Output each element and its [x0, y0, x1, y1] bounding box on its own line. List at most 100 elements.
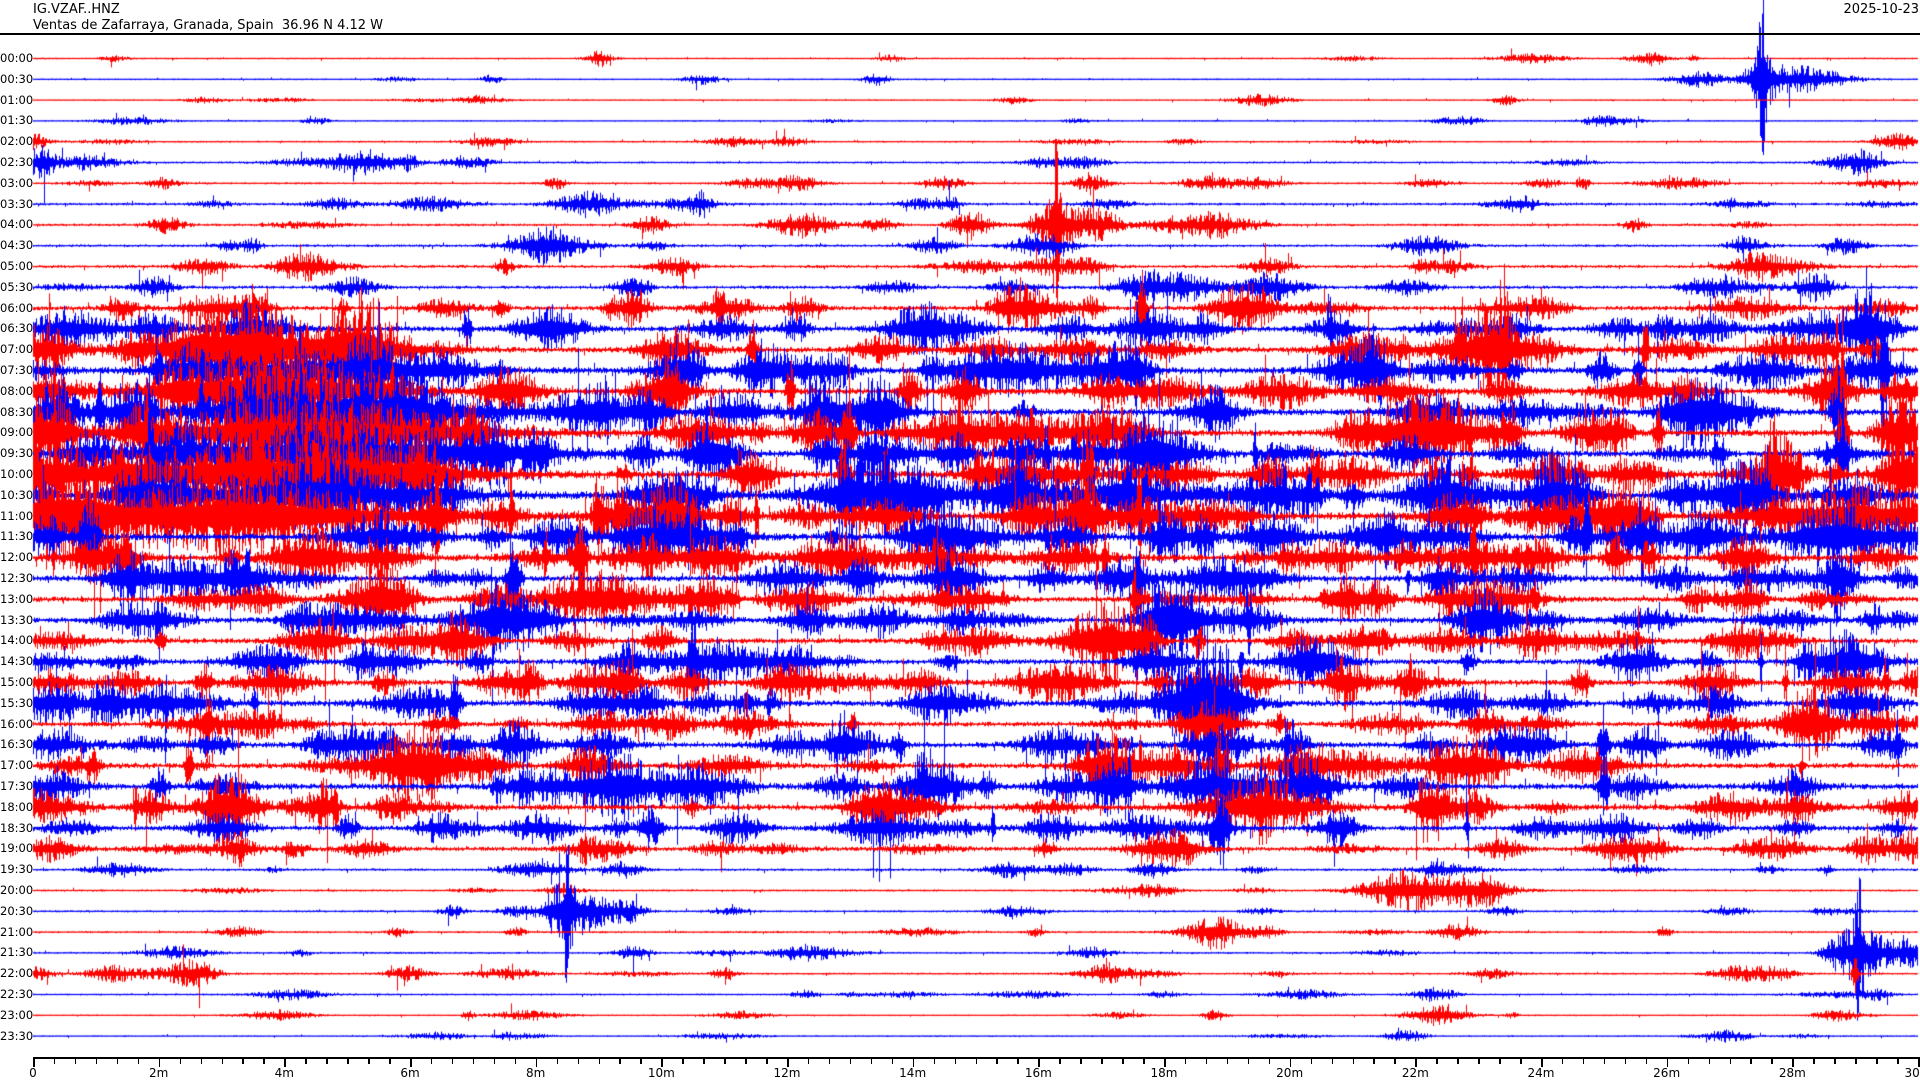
axis-major-tick — [410, 1059, 412, 1067]
axis-tick-label: 2m — [148, 1066, 169, 1080]
row-time-label: 03:00 — [0, 175, 34, 190]
axis-major-tick — [661, 1059, 663, 1067]
axis-minor-tick — [954, 1059, 957, 1064]
axis-minor-tick — [807, 1059, 810, 1064]
header-divider — [0, 33, 1920, 35]
row-time-label: 18:30 — [0, 820, 34, 835]
axis-minor-tick — [975, 1059, 977, 1064]
axis-major-tick — [158, 1059, 161, 1067]
row-time-label: 11:00 — [0, 508, 34, 523]
axis-minor-tick — [1017, 1059, 1019, 1064]
row-time-label: 12:30 — [0, 571, 34, 585]
axis-minor-tick — [95, 1059, 98, 1064]
axis-minor-tick — [514, 1059, 517, 1064]
axis-minor-tick — [74, 1059, 77, 1064]
axis-minor-tick — [1268, 1059, 1271, 1064]
row-time-label: 09:30 — [0, 446, 34, 461]
axis-tick-label: 0 — [29, 1066, 37, 1080]
row-time-label: 14:30 — [0, 654, 34, 669]
row-time-label: 15:30 — [0, 695, 34, 710]
axis-minor-tick — [1101, 1059, 1103, 1064]
axis-tick-label: 22m — [1401, 1066, 1429, 1080]
row-time-label: 13:30 — [0, 612, 34, 627]
axis-minor-tick — [493, 1059, 496, 1064]
axis-tick-label: 28m — [1778, 1066, 1806, 1080]
row-time-label: 05:00 — [0, 259, 34, 273]
axis-minor-tick — [1771, 1059, 1773, 1064]
axis-minor-tick — [116, 1059, 119, 1064]
row-time-label: 19:30 — [0, 862, 34, 877]
axis-minor-tick — [828, 1059, 831, 1064]
axis-minor-tick — [200, 1059, 203, 1064]
row-time-label: 03:30 — [0, 196, 34, 211]
axis-minor-tick — [1247, 1059, 1250, 1064]
axis-minor-tick — [1687, 1059, 1690, 1064]
axis-major-tick — [1164, 1059, 1166, 1067]
axis-minor-tick — [1373, 1059, 1375, 1064]
axis-minor-tick — [1436, 1059, 1438, 1064]
axis-minor-tick — [1457, 1059, 1459, 1064]
axis-minor-tick — [1520, 1059, 1522, 1064]
axis-minor-tick — [598, 1059, 600, 1064]
row-time-label: 08:30 — [0, 404, 34, 419]
row-time-label: 23:00 — [0, 1007, 34, 1022]
axis-tick-label: 20m — [1276, 1066, 1304, 1080]
axis-tick-label: 16m — [1024, 1066, 1052, 1080]
axis-major-tick — [33, 1059, 35, 1067]
axis-minor-tick — [1624, 1059, 1627, 1064]
row-time-label: 15:00 — [0, 675, 34, 689]
axis-minor-tick — [640, 1059, 642, 1064]
row-time-label: 18:00 — [0, 799, 34, 814]
axis-minor-tick — [849, 1059, 852, 1064]
axis-minor-tick — [703, 1059, 705, 1064]
axis-minor-tick — [996, 1059, 998, 1064]
axis-minor-tick — [1813, 1059, 1815, 1064]
row-time-label: 12:00 — [0, 550, 34, 565]
axis-tick-label: 6m — [400, 1066, 420, 1080]
row-time-label: 10:30 — [0, 487, 34, 502]
axis-minor-tick — [1708, 1059, 1711, 1064]
row-time-label: 07:30 — [0, 363, 34, 377]
row-time-label: 00:00 — [0, 51, 34, 65]
row-time-label: 21:30 — [0, 945, 34, 960]
axis-major-tick — [1541, 1059, 1543, 1067]
axis-minor-tick — [1184, 1059, 1187, 1064]
axis-tick-label: 10m — [647, 1066, 675, 1080]
axis-minor-tick — [682, 1059, 684, 1064]
axis-minor-tick — [1080, 1059, 1082, 1064]
row-time-label: 22:30 — [0, 987, 34, 1001]
axis-major-tick — [1289, 1059, 1292, 1067]
axis-minor-tick — [451, 1059, 454, 1064]
axis-minor-tick — [1226, 1059, 1229, 1064]
axis-minor-tick — [1331, 1059, 1334, 1064]
axis-minor-tick — [221, 1059, 223, 1064]
axis-minor-tick — [1499, 1059, 1501, 1064]
axis-minor-tick — [347, 1059, 349, 1064]
row-time-label: 20:00 — [0, 883, 34, 897]
axis-minor-tick — [1603, 1059, 1606, 1064]
axis-tick-label: 18m — [1150, 1066, 1178, 1080]
row-time-label: 10:00 — [0, 467, 34, 481]
row-time-label: 08:00 — [0, 383, 34, 398]
row-time-label: 01:30 — [0, 113, 34, 128]
axis-minor-tick — [137, 1059, 140, 1064]
row-time-label: 16:00 — [0, 716, 34, 731]
row-time-label: 04:00 — [0, 217, 34, 232]
row-time-label: 04:30 — [0, 238, 34, 253]
row-time-label: 23:30 — [0, 1028, 34, 1043]
axis-tick-label: 24m — [1527, 1066, 1555, 1080]
axis-minor-tick — [1352, 1059, 1354, 1064]
axis-minor-tick — [724, 1059, 726, 1064]
row-time-label: 11:30 — [0, 529, 34, 544]
row-time-label: 02:30 — [0, 155, 34, 169]
axis-minor-tick — [619, 1059, 621, 1064]
axis-minor-tick — [1645, 1059, 1648, 1064]
axis-minor-tick — [1143, 1059, 1145, 1064]
axis-minor-tick — [556, 1059, 559, 1064]
row-time-label: 00:30 — [0, 71, 34, 86]
row-time-label: 02:00 — [0, 134, 34, 149]
axis-minor-tick — [1205, 1059, 1208, 1064]
axis-minor-tick — [389, 1059, 391, 1064]
